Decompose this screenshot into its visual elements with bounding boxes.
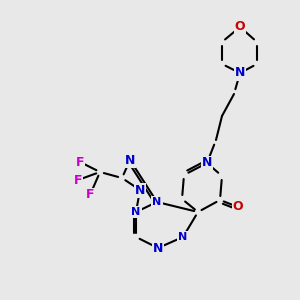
- Text: O: O: [235, 20, 245, 34]
- Text: N: N: [153, 242, 163, 254]
- Text: N: N: [235, 67, 245, 80]
- Text: O: O: [233, 200, 243, 214]
- Text: N: N: [135, 184, 145, 196]
- Text: N: N: [202, 157, 212, 169]
- Text: N: N: [131, 207, 141, 217]
- Text: N: N: [125, 154, 135, 166]
- Text: F: F: [86, 188, 94, 202]
- Text: N: N: [152, 197, 162, 207]
- Text: F: F: [74, 173, 82, 187]
- Text: F: F: [76, 155, 84, 169]
- Text: N: N: [178, 232, 188, 242]
